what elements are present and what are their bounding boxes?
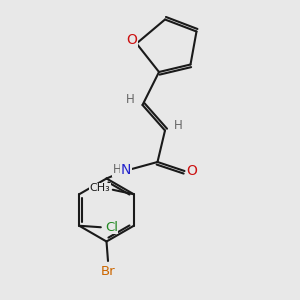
Text: H: H [112,163,122,176]
Text: O: O [187,164,197,178]
Text: H: H [125,93,134,106]
Text: Br: Br [101,265,115,278]
Text: H: H [174,118,183,132]
Text: Cl: Cl [105,221,118,234]
Text: O: O [127,34,137,47]
Text: N: N [121,163,131,176]
Text: CH₃: CH₃ [90,183,111,193]
